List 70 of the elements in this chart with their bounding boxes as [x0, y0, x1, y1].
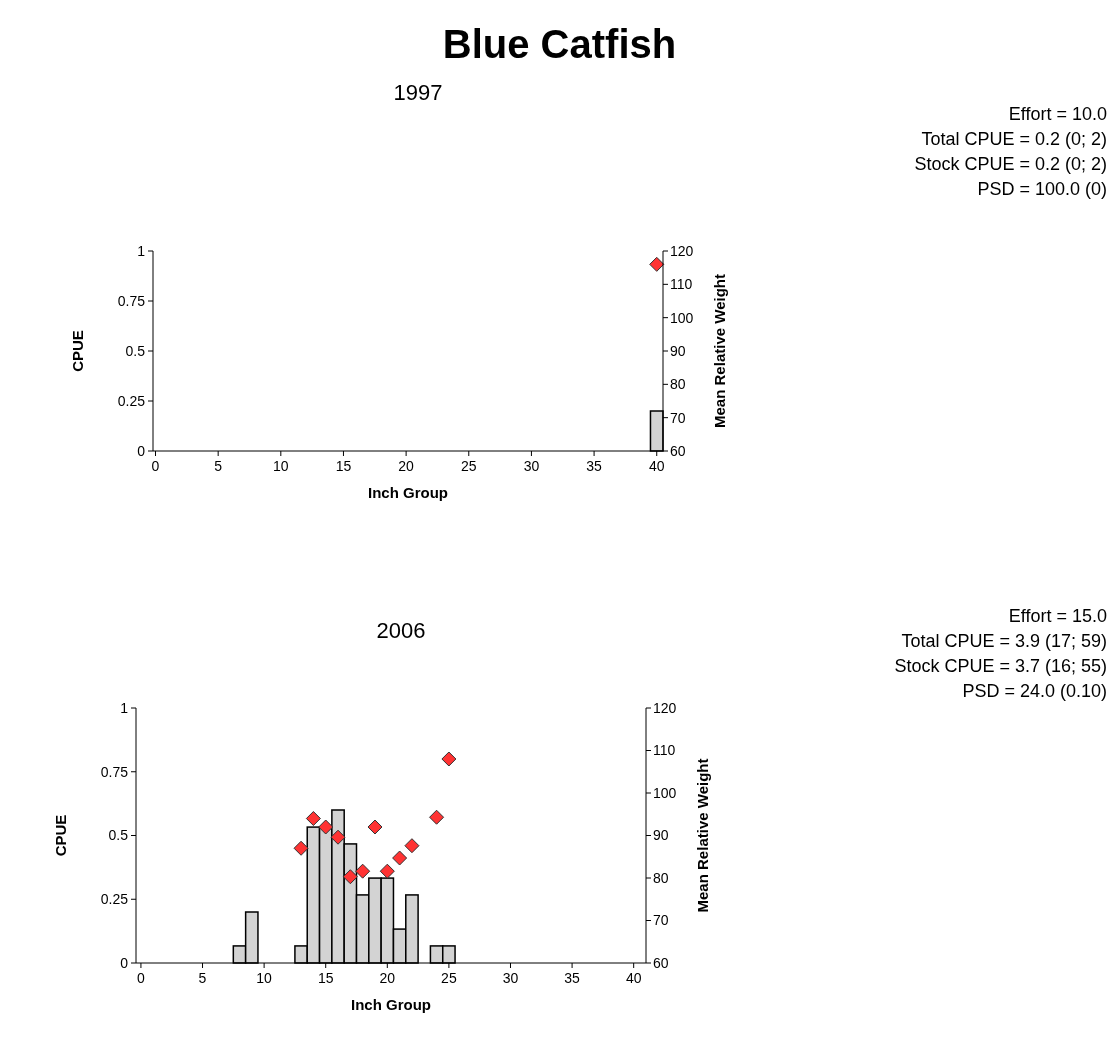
y-tick-label: 0.25	[117, 392, 146, 409]
text: Total CPUE = 3.9 (17; 59)	[901, 631, 1107, 651]
chart-title: 1997	[393, 80, 443, 105]
text: PSD = 100.0 (0)	[977, 179, 1107, 199]
y-tick-label: 1	[137, 242, 146, 259]
point	[293, 840, 309, 856]
point	[429, 809, 445, 825]
point	[367, 819, 383, 835]
y2-tick-label: 120	[670, 242, 694, 259]
y2-tick-label: 90	[653, 827, 669, 844]
y2-axis-title: Mean Relative Weight	[711, 274, 728, 428]
x-tick-label: 20	[379, 970, 396, 986]
text: Effort = 10.0	[1008, 104, 1107, 124]
chart-title: 2006	[376, 618, 426, 643]
x-tick-label: 25	[460, 458, 477, 474]
y-tick-label: 0.5	[108, 827, 129, 844]
x-tick-label: 15	[335, 458, 352, 474]
x-tick-label: 35	[586, 458, 603, 474]
x-axis-title: Inch Group	[351, 996, 431, 1013]
y2-tick-label: 100	[653, 784, 677, 801]
y-tick-label: 0	[137, 442, 146, 459]
x-tick-label: 30	[502, 970, 519, 986]
text: Stock CPUE = 3.7 (16; 55)	[894, 656, 1107, 676]
y-axis-title: CPUE	[69, 330, 86, 372]
x-tick-label: 40	[648, 458, 665, 474]
point	[355, 863, 371, 879]
y2-tick-label: 80	[670, 376, 686, 393]
text: PSD = 24.0 (0.10)	[962, 681, 1107, 701]
x-tick-label: 30	[523, 458, 540, 474]
y2-tick-label: 60	[653, 954, 669, 971]
y2-tick-label: 100	[670, 309, 694, 326]
x-tick-label: 0	[151, 458, 160, 474]
x-tick-label: 15	[317, 970, 334, 986]
y-tick-label: 1	[120, 699, 129, 716]
point	[404, 838, 420, 854]
y-tick-label: 0	[120, 954, 129, 971]
y2-tick-label: 90	[670, 342, 686, 359]
text: Blue Catfish	[442, 22, 677, 66]
y2-tick-label: 120	[653, 699, 677, 716]
text: Effort = 15.0	[1008, 606, 1107, 626]
y-axis-title: CPUE	[52, 814, 69, 857]
y-tick-label: 0.75	[117, 292, 146, 309]
point	[379, 863, 395, 879]
point	[441, 751, 457, 767]
point	[392, 850, 408, 866]
x-tick-label: 35	[564, 970, 581, 986]
x-tick-label: 25	[441, 970, 457, 986]
y2-tick-label: 110	[670, 276, 693, 293]
x-tick-label: 10	[256, 970, 273, 986]
x-tick-label: 10	[273, 458, 289, 474]
y-tick-label: 0.25	[100, 891, 129, 908]
x-tick-label: 20	[398, 458, 415, 474]
point	[305, 811, 321, 826]
y2-tick-label: 70	[653, 912, 669, 929]
y-tick-label: 0.75	[100, 763, 129, 780]
y2-tick-label: 60	[670, 442, 686, 459]
y2-tick-label: 70	[670, 409, 686, 426]
y2-axis-title: Mean Relative Weight	[694, 758, 711, 913]
y2-tick-label: 80	[653, 869, 669, 886]
x-axis-title: Inch Group	[368, 484, 448, 501]
text: Stock CPUE = 0.2 (0; 2)	[914, 154, 1107, 174]
point	[330, 829, 346, 845]
point	[342, 869, 358, 885]
y-tick-label: 0.5	[125, 342, 146, 359]
text: Total CPUE = 0.2 (0; 2)	[921, 129, 1107, 149]
x-tick-label: 40	[625, 970, 642, 986]
point	[318, 819, 334, 835]
y2-tick-label: 110	[653, 742, 676, 759]
x-tick-label: 5	[214, 458, 223, 474]
x-tick-label: 5	[198, 970, 207, 986]
